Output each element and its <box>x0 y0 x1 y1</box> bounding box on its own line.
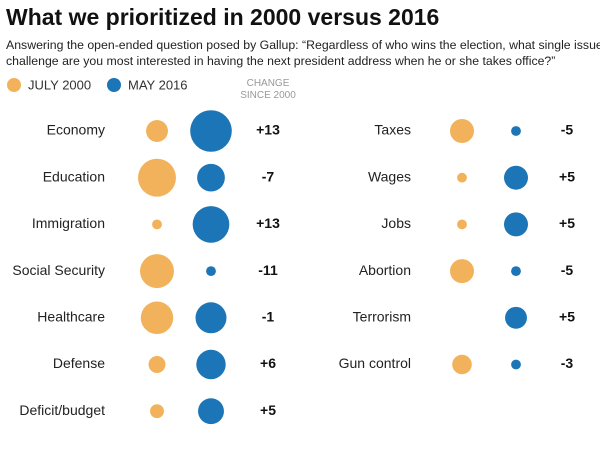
bubble <box>511 359 521 370</box>
category-label: Defense <box>53 355 105 371</box>
bubble <box>197 163 225 192</box>
bubble <box>140 254 174 289</box>
change-label: -5 <box>561 122 574 138</box>
subtitle: challenge are you most interested in hav… <box>6 54 556 68</box>
category-label: Immigration <box>32 215 105 231</box>
bubble <box>511 266 521 276</box>
bubble <box>511 126 521 136</box>
bubble <box>503 165 529 190</box>
change-header: CHANGE SINCE 2000 <box>240 78 296 101</box>
bubble <box>449 118 475 144</box>
bubble <box>140 301 174 335</box>
change-label: -5 <box>561 262 574 278</box>
change-label: +13 <box>256 122 280 138</box>
chart-title: What we prioritized in 2000 versus 2016 <box>6 4 440 30</box>
category-label: Gun control <box>339 355 411 371</box>
change-label: +6 <box>260 355 276 371</box>
bubble <box>457 219 467 230</box>
change-label: +5 <box>559 309 575 325</box>
category-label: Deficit/budget <box>19 402 105 418</box>
bubble <box>452 354 472 375</box>
bubble <box>148 356 166 373</box>
bubble <box>138 158 176 197</box>
legend-label: JULY 2000 <box>28 77 91 92</box>
category-label: Economy <box>47 122 105 138</box>
category-label: Education <box>43 168 105 184</box>
category-label: Taxes <box>374 122 411 138</box>
category-label: Wages <box>368 168 411 184</box>
change-label: +5 <box>559 215 575 231</box>
legend-swatch <box>107 78 121 92</box>
bubble <box>150 404 164 419</box>
change-label: +13 <box>256 215 280 231</box>
category-label: Terrorism <box>353 309 411 325</box>
change-label: +5 <box>260 402 276 418</box>
bubble <box>152 219 162 230</box>
bubble <box>195 302 227 334</box>
bubble <box>190 110 232 152</box>
bubble <box>198 398 224 425</box>
change-label: -7 <box>262 168 275 184</box>
bubble <box>146 120 168 142</box>
legend-label: MAY 2016 <box>128 77 188 92</box>
change-label: -3 <box>561 355 574 371</box>
bubble <box>457 172 467 183</box>
bubble <box>196 349 226 380</box>
bubble <box>449 259 475 284</box>
bubble <box>503 212 529 237</box>
bubble <box>206 266 216 276</box>
change-label: -1 <box>262 309 275 325</box>
category-label: Social Security <box>12 262 105 278</box>
category-label: Healthcare <box>37 309 105 325</box>
change-label: -11 <box>258 262 278 278</box>
category-label: Jobs <box>381 215 411 231</box>
subtitle: Answering the open-ended question posed … <box>6 38 600 52</box>
bubble <box>192 206 230 243</box>
category-label: Abortion <box>359 262 411 278</box>
legend-swatch <box>7 78 21 92</box>
change-label: +5 <box>559 168 575 184</box>
bubble <box>505 306 527 329</box>
